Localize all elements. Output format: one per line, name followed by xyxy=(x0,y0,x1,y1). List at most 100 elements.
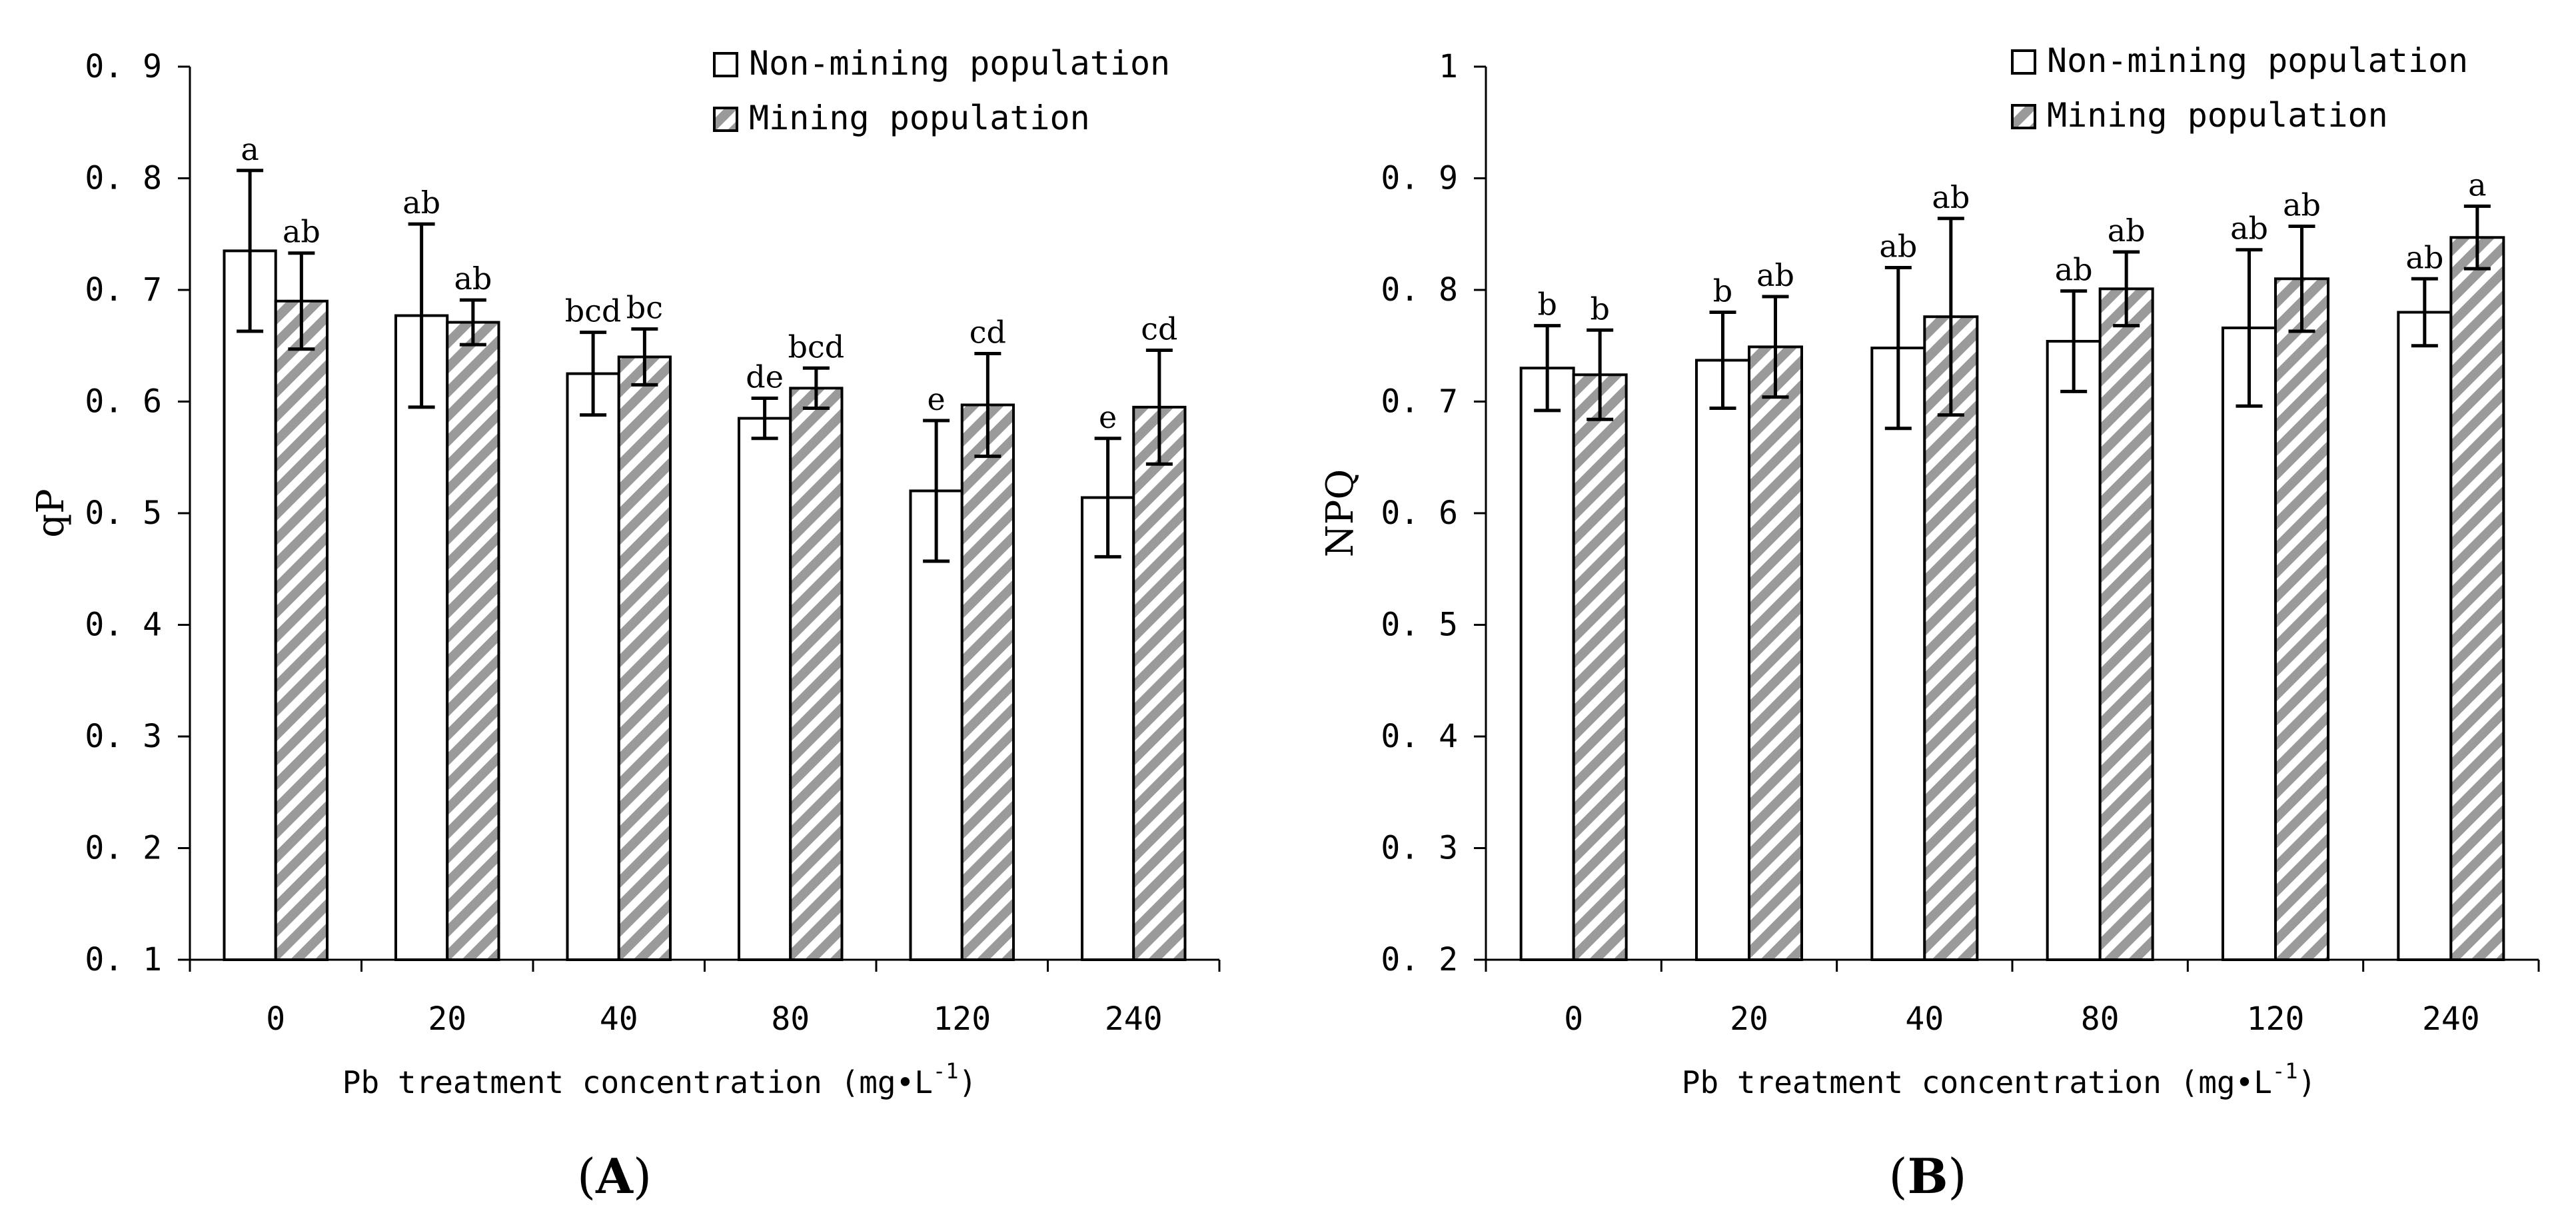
legend-swatch-non-mining xyxy=(2011,49,2036,75)
panel-label-letter: B xyxy=(1908,1148,1948,1204)
bar-non-mining xyxy=(1519,367,1575,961)
significance-label: cd xyxy=(969,314,1006,350)
bar-non-mining xyxy=(566,372,620,961)
y-tick-label: 0. 2 xyxy=(1381,941,1458,978)
bar-mining xyxy=(789,387,844,961)
legend-label: Mining population xyxy=(2047,96,2388,135)
bar-mining xyxy=(1132,405,1187,961)
x-axis-title: Pb treatment concentration (mg•L-1) xyxy=(1682,1058,2316,1100)
bar-non-mining xyxy=(738,417,792,961)
panel-label-close: ) xyxy=(1948,1148,1966,1204)
bar-non-mining xyxy=(2222,326,2277,961)
significance-label: ab xyxy=(2055,252,2093,288)
y-tick-label: 0. 2 xyxy=(85,830,162,867)
bar-mining xyxy=(1572,373,1628,961)
x-tick-label: 20 xyxy=(1730,1000,1768,1038)
x-tick-label: 80 xyxy=(2081,1000,2120,1038)
significance-label: e xyxy=(1099,399,1117,435)
significance-label: bcd xyxy=(565,293,622,329)
panel-label-close: ) xyxy=(633,1148,652,1204)
significance-label: a xyxy=(241,131,259,167)
y-tick-label: 0. 5 xyxy=(85,495,162,532)
y-tick-label: 0. 5 xyxy=(1381,607,1458,644)
significance-label: cd xyxy=(1141,311,1177,347)
legend-label: Mining population xyxy=(749,99,1090,137)
bar-non-mining xyxy=(1081,496,1135,961)
x-axis-title-main: Pb treatment concentration (mg•L xyxy=(1682,1064,2272,1100)
bar-mining xyxy=(617,355,672,961)
x-tick-label: 0 xyxy=(1564,1000,1583,1038)
y-tick-label: 0. 9 xyxy=(85,48,162,85)
bar-mining xyxy=(1748,345,1803,961)
bar-non-mining xyxy=(1695,359,1750,961)
x-axis-title-superscript: -1 xyxy=(2272,1058,2298,1084)
legend-label: Non-mining population xyxy=(749,44,1170,83)
legend-label: Non-mining population xyxy=(2047,41,2468,80)
x-axis-title-main: Pb treatment concentration (mg•L xyxy=(342,1064,933,1100)
y-axis-title: NPQ xyxy=(1319,469,1362,558)
significance-label: ab xyxy=(1932,179,1970,215)
bar-mining xyxy=(960,403,1015,961)
significance-label: b xyxy=(1537,287,1557,323)
x-tick-label: 80 xyxy=(771,1000,810,1038)
y-tick-label: 0. 1 xyxy=(85,941,162,978)
significance-label: ab xyxy=(1879,229,1917,265)
y-tick-label: 1 xyxy=(1439,48,1458,85)
bar-mining xyxy=(274,299,328,961)
bar-non-mining xyxy=(2046,340,2102,961)
significance-label: b xyxy=(1590,291,1609,327)
x-axis-title: Pb treatment concentration (mg•L-1) xyxy=(342,1058,977,1100)
significance-label: e xyxy=(928,381,946,417)
x-tick-label: 0 xyxy=(266,1000,285,1038)
bar-mining xyxy=(2274,277,2329,961)
significance-label: ab xyxy=(2230,211,2268,247)
x-tick-label: 40 xyxy=(1905,1000,1944,1038)
y-tick-label: 0. 9 xyxy=(1381,160,1458,197)
x-axis-title-superscript: -1 xyxy=(933,1058,959,1084)
significance-label: ab xyxy=(2108,213,2146,249)
y-tick-label: 0. 7 xyxy=(85,271,162,309)
bar-mining xyxy=(2098,287,2154,961)
panel-label-letter: A xyxy=(595,1148,634,1204)
x-tick-label: 240 xyxy=(2422,1000,2480,1038)
y-tick-label: 0. 3 xyxy=(1381,830,1458,867)
y-tick-label: 0. 6 xyxy=(1381,495,1458,532)
significance-label: ab xyxy=(2283,187,2321,223)
x-tick-label: 20 xyxy=(428,1000,466,1038)
significance-label: b xyxy=(1713,273,1732,309)
bar-mining xyxy=(1923,315,1979,961)
y-tick-label: 0. 6 xyxy=(85,383,162,421)
bar-non-mining xyxy=(394,314,449,961)
bar-mining xyxy=(2449,236,2505,961)
bar-non-mining xyxy=(223,249,277,961)
significance-label: ab xyxy=(454,261,492,297)
legend-swatch-mining xyxy=(713,107,738,132)
y-tick-label: 0. 3 xyxy=(85,718,162,755)
x-tick-label: 120 xyxy=(2247,1000,2305,1038)
panel-label-open: ( xyxy=(577,1148,596,1204)
significance-label: de xyxy=(746,359,784,395)
significance-label: ab xyxy=(402,185,440,221)
significance-label: ab xyxy=(1756,257,1794,293)
significance-label: bcd xyxy=(788,329,845,365)
panel-label: (B) xyxy=(1888,1148,1966,1204)
y-tick-label: 0. 8 xyxy=(1381,271,1458,309)
y-tick-label: 0. 4 xyxy=(85,607,162,644)
y-tick-label: 0. 8 xyxy=(85,160,162,197)
panel-label: (A) xyxy=(577,1148,652,1204)
y-tick-label: 0. 7 xyxy=(1381,383,1458,421)
y-axis-title: qP xyxy=(29,489,73,538)
x-axis-title-close: ) xyxy=(959,1064,977,1100)
x-tick-label: 40 xyxy=(600,1000,638,1038)
panel-label-open: ( xyxy=(1888,1148,1907,1204)
x-axis-title-close: ) xyxy=(2298,1064,2317,1100)
x-tick-label: 240 xyxy=(1105,1000,1163,1038)
significance-label: ab xyxy=(2405,239,2443,275)
chart-panel-a: 0. 1 0. 2 0. 3 0. 4 0. 5 0. 6 0. 7 0. 8 0. 9 0 a ab… xyxy=(29,44,1221,1204)
bar-non-mining xyxy=(1870,347,1926,961)
significance-label: a xyxy=(2468,167,2486,203)
x-tick-label: 120 xyxy=(933,1000,991,1038)
significance-label: bc xyxy=(626,290,663,326)
